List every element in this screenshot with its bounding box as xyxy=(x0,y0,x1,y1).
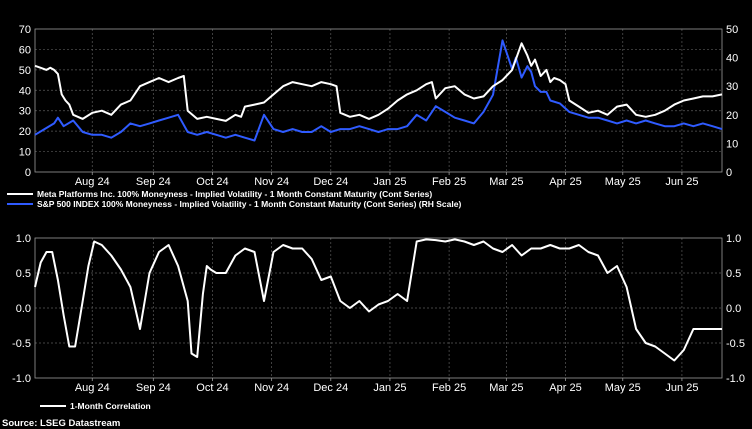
y-right-tick-label: 10 xyxy=(726,138,738,150)
y-right-tick-label: 40 xyxy=(726,53,738,65)
plot-frame xyxy=(34,237,723,379)
legend-label: 1-Month Correlation xyxy=(70,401,151,411)
x-tick-label: Nov 24 xyxy=(254,176,289,188)
y-left-tick-label: 0 xyxy=(25,167,31,179)
x-tick-label: Jan 25 xyxy=(373,382,406,394)
bottom-chart-panel: -1.0 -0.5 0.0 0.5 1.0 -1.0 -0.5 0.0 0.5 1.0 Aug 24… xyxy=(12,233,745,394)
y-left-tick-label: -0.5 xyxy=(12,338,31,350)
x-tick-label: Aug 24 xyxy=(75,176,110,188)
y-right-tick-label: -0.5 xyxy=(726,338,745,350)
x-tick-label: Oct 24 xyxy=(196,176,228,188)
series-line-2 xyxy=(34,39,723,142)
series-line-1 xyxy=(34,238,722,362)
top-chart-panel: 0 10 20 30 40 50 60 70 0 10 20 30 40 50 Aug 24 Sep 24 Oc… xyxy=(19,24,739,188)
y-left-tick-label: 20 xyxy=(19,126,31,138)
y-left-tick-label: 10 xyxy=(19,147,31,159)
x-tick-label: Jun 25 xyxy=(665,382,698,394)
y-left-tick-label: 0.5 xyxy=(16,268,31,280)
x-tick-label: Dec 24 xyxy=(313,382,348,394)
x-tick-label: Mar 25 xyxy=(489,176,523,188)
y-left-tick-label: 30 xyxy=(19,106,31,118)
x-tick-label: May 25 xyxy=(605,382,641,394)
y-left-tick-label: 40 xyxy=(19,85,31,97)
x-tick-label: Oct 24 xyxy=(196,382,228,394)
series-line-1 xyxy=(34,42,723,122)
y-right-tick-label: 1.0 xyxy=(726,233,741,245)
x-tick-label: Jun 25 xyxy=(665,176,698,188)
x-tick-label: Dec 24 xyxy=(313,176,348,188)
plot-frame xyxy=(34,28,723,173)
x-tick-label: Feb 25 xyxy=(432,176,466,188)
y-right-tick-label: -1.0 xyxy=(726,373,745,385)
x-tick-label: Mar 25 xyxy=(489,382,523,394)
y-left-tick-label: 0.0 xyxy=(16,303,31,315)
y-left-tick-label: 70 xyxy=(19,24,31,36)
y-right-tick-label: 0.5 xyxy=(726,268,741,280)
top-chart-legend: Meta Platforms Inc. 100% Moneyness - Imp… xyxy=(7,189,461,209)
x-tick-label: Feb 25 xyxy=(432,382,466,394)
y-left-tick-label: -1.0 xyxy=(12,373,31,385)
legend-label: S&P 500 INDEX 100% Moneyness - Implied V… xyxy=(37,199,461,209)
x-tick-label: May 25 xyxy=(605,176,641,188)
x-tick-label: Apr 25 xyxy=(549,382,581,394)
x-tick-label: Nov 24 xyxy=(254,382,289,394)
y-right-tick-label: 20 xyxy=(726,110,738,122)
y-left-tick-label: 50 xyxy=(19,65,31,77)
y-right-tick-label: 0.0 xyxy=(726,303,741,315)
x-tick-label: Sep 24 xyxy=(136,176,171,188)
x-tick-label: Aug 24 xyxy=(75,382,110,394)
source-note: Source: LSEG Datastream xyxy=(2,418,120,429)
y-left-tick-label: 60 xyxy=(19,44,31,56)
y-left-tick-label: 1.0 xyxy=(16,233,31,245)
y-right-tick-label: 0 xyxy=(726,167,732,179)
y-right-tick-label: 30 xyxy=(726,81,738,93)
bottom-chart-legend: 1-Month Correlation xyxy=(40,401,151,411)
y-right-tick-label: 50 xyxy=(726,24,738,36)
x-tick-label: Jan 25 xyxy=(373,176,406,188)
x-tick-label: Sep 24 xyxy=(136,382,171,394)
legend-label: Meta Platforms Inc. 100% Moneyness - Imp… xyxy=(37,189,432,199)
x-tick-label: Apr 25 xyxy=(549,176,581,188)
